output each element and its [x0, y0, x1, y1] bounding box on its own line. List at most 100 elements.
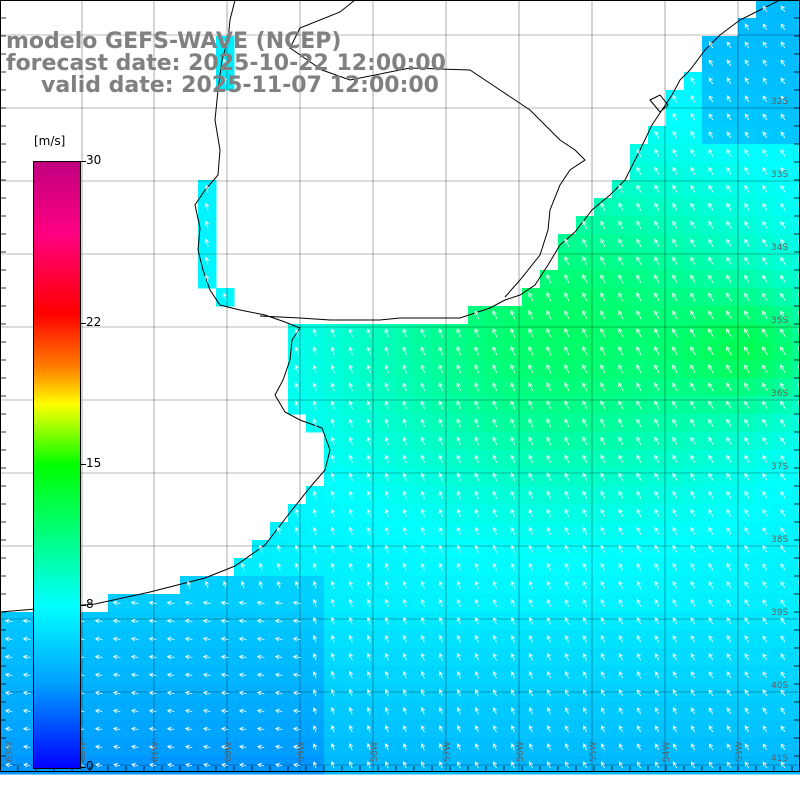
wind-arrow — [384, 346, 389, 356]
wind-arrow — [780, 653, 786, 661]
wind-arrow — [220, 708, 229, 714]
wind-arrow — [220, 600, 229, 606]
wind-arrow — [654, 544, 660, 553]
wind-arrow — [618, 220, 624, 229]
wind-cell — [792, 126, 800, 145]
wind-arrow — [148, 672, 157, 678]
wind-arrow — [384, 634, 389, 643]
wind-arrow — [582, 454, 588, 463]
wind-arrow — [762, 563, 768, 571]
wind-arrow — [780, 203, 786, 211]
wind-arrow — [600, 220, 606, 230]
wind-arrow — [600, 598, 606, 607]
wind-arrow — [510, 364, 516, 374]
wind-arrow — [510, 707, 515, 715]
wind-arrow — [546, 346, 552, 356]
wind-arrow — [528, 616, 533, 625]
wind-arrow — [582, 472, 588, 481]
wind-arrow — [744, 707, 750, 715]
wind-arrow — [510, 526, 516, 535]
wind-arrow — [528, 400, 534, 410]
wind-arrow — [474, 580, 479, 589]
wind-arrow — [238, 672, 247, 678]
latitude-label: 36S — [771, 389, 788, 399]
wind-arrow — [780, 508, 786, 517]
wind-arrow — [113, 762, 121, 768]
wind-arrow — [202, 618, 211, 624]
wind-arrow — [654, 364, 660, 374]
wind-arrow — [402, 490, 407, 499]
wind-arrow — [780, 563, 786, 571]
wind-arrow — [690, 671, 696, 679]
wind-arrow — [690, 364, 696, 374]
wind-arrow — [330, 328, 335, 338]
wind-arrow — [492, 761, 498, 769]
wind-arrow — [456, 707, 462, 715]
wind-arrow — [672, 598, 678, 607]
wind-arrow — [492, 616, 497, 625]
wind-arrow — [600, 580, 606, 589]
wind-arrow — [184, 708, 193, 714]
wind-arrow — [744, 544, 750, 553]
wind-arrow — [780, 418, 786, 427]
wind-arrow — [762, 202, 768, 211]
wind-arrow — [708, 725, 714, 733]
wind-arrow — [708, 743, 714, 751]
wind-arrow — [780, 113, 786, 121]
wind-arrow — [780, 59, 786, 67]
wind-arrow — [112, 600, 121, 606]
wind-arrow — [780, 310, 786, 319]
wind-arrow — [618, 472, 624, 481]
wind-arrow — [274, 654, 283, 660]
wind-arrow — [726, 671, 732, 679]
wind-arrow — [636, 346, 642, 356]
wind-arrow — [312, 634, 318, 643]
wind-arrow — [564, 292, 570, 302]
wind-arrow — [312, 743, 318, 751]
wind-arrow — [762, 5, 768, 13]
wind-arrow — [366, 688, 372, 697]
wind-arrow — [618, 508, 624, 517]
wind-arrow — [690, 202, 696, 211]
wind-arrow — [744, 725, 750, 733]
wind-arrow — [600, 634, 606, 643]
wind-arrow — [510, 652, 515, 661]
longitude-label: 63W — [5, 742, 15, 762]
wind-arrow — [510, 689, 515, 697]
wind-arrow — [510, 436, 516, 446]
wind-arrow — [690, 707, 696, 715]
wind-arrow — [528, 761, 534, 769]
wind-arrow — [366, 724, 372, 733]
colorbar-tick-mark — [80, 322, 86, 324]
wind-arrow — [726, 562, 732, 571]
wind-arrow — [600, 544, 606, 553]
wind-arrow — [184, 600, 193, 606]
wind-arrow — [366, 400, 371, 410]
wind-arrow — [708, 671, 714, 679]
wind-arrow — [744, 400, 750, 409]
wind-arrow — [564, 580, 570, 589]
wind-arrow — [220, 726, 229, 732]
wind-arrow — [672, 292, 678, 302]
wind-arrow — [438, 436, 443, 446]
wind-arrow — [312, 346, 317, 355]
wind-arrow — [292, 690, 301, 696]
wind-arrow — [312, 526, 317, 535]
wind-arrow — [402, 670, 407, 679]
wind-arrow — [94, 636, 103, 642]
wind-arrow — [654, 671, 660, 679]
wind-arrow — [780, 131, 786, 139]
wind-arrow — [456, 562, 461, 571]
wind-arrow — [330, 454, 335, 463]
wind-arrow — [564, 418, 570, 428]
wind-arrow — [600, 508, 606, 517]
wind-arrow — [420, 580, 425, 589]
wind-arrow — [744, 131, 750, 139]
wind-cell — [792, 504, 800, 523]
wind-arrow — [708, 292, 714, 302]
wind-arrow — [348, 382, 353, 392]
wind-arrow — [744, 472, 750, 481]
wind-arrow — [112, 654, 121, 660]
wind-arrow — [148, 636, 157, 642]
wind-arrow — [492, 364, 498, 374]
